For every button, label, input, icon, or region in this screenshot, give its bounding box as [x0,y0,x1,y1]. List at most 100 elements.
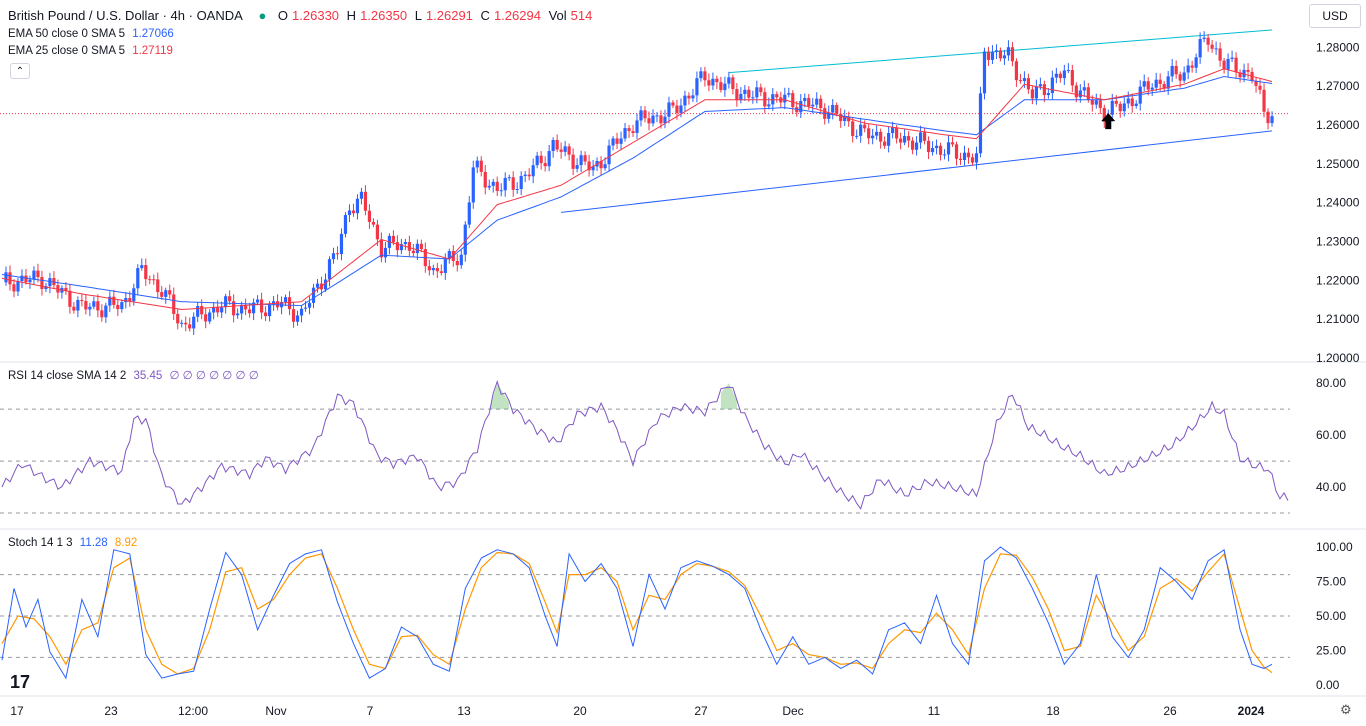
candle-body [555,140,559,150]
candle-body [895,127,899,139]
candle-body [974,153,979,163]
collapse-legend-button[interactable]: ⌃ [10,63,30,79]
candle-body [623,128,627,139]
candle-body [152,279,156,281]
candle-body [399,244,403,251]
candle-body [958,158,963,161]
candle-body [88,306,92,310]
candle-body [551,140,555,152]
candle-body [507,177,511,179]
stoch-d-value: 8.92 [114,537,138,549]
candle-body [950,142,955,145]
candle-body [367,210,372,222]
stoch-axis-label: 100.00 [1316,540,1353,554]
candle-body [100,310,104,318]
candle-body [1210,44,1214,49]
candle-body [391,235,395,243]
candle-body [1134,103,1138,106]
candle-body [635,120,639,133]
price-axis-label: 1.21000 [1316,312,1360,326]
candle-body [747,89,751,98]
candle-body [667,102,671,117]
candle-body [875,131,879,136]
candle-body [259,299,264,313]
price-axis-label: 1.28000 [1316,40,1360,54]
rsi-line [1,380,1289,510]
candle-body [16,281,20,292]
candle-body [1202,37,1206,40]
candle-body [283,297,288,303]
candle-body [807,97,811,107]
stoch-legend[interactable]: Stoch 14 1 3 11.28 8.92 [8,537,141,549]
candle-body [108,296,112,306]
candle-body [172,294,176,314]
candle-body [1030,89,1034,99]
candle-body [208,312,212,322]
candle-body [755,87,759,98]
rsi-legend[interactable]: RSI 14 close SMA 14 2 35.45 ∅ ∅ ∅ ∅ ∅ ∅ … [8,368,263,382]
candle-body [431,267,435,271]
candle-body [471,167,475,203]
candle-body [232,301,236,316]
tradingview-logo[interactable]: 17 [10,672,31,692]
candle-body [711,78,715,86]
candle-body [355,198,360,214]
candle-body [751,97,755,99]
price-axis-label: 1.20000 [1316,351,1360,365]
candle-body [1094,100,1098,105]
ema50-legend[interactable]: EMA 50 close 0 SMA 5 1.27066 [8,28,178,40]
candle-body [918,132,923,143]
candle-body [271,301,276,305]
candle-body [204,314,208,322]
candle-body [803,97,807,101]
ema25-legend[interactable]: EMA 25 close 0 SMA 5 1.27119 [8,45,177,57]
candle-body [307,302,312,308]
candle-body [339,233,344,254]
candle-body [607,145,611,165]
price-axis-label: 1.25000 [1316,157,1360,171]
candle-body [699,71,703,79]
volume-value: 514 [570,8,593,23]
candle-body [1078,90,1082,98]
candle-body [303,307,308,309]
candle-body [4,272,8,283]
candle-body [946,142,951,155]
candle-body [1186,65,1190,73]
candle-body [28,279,32,283]
candle-body [567,146,571,155]
candle-body [902,136,907,143]
candle-body [1038,84,1042,87]
candle-body [483,171,487,188]
candle-body [403,242,407,245]
candle-body [839,113,843,122]
candle-body [763,92,767,107]
candle-body [72,306,76,311]
stoch-d-line [1,551,1273,675]
currency-selector[interactable]: USD [1309,4,1361,28]
gear-icon[interactable]: ⚙ [1340,702,1352,717]
candle-body [599,160,603,169]
candle-body [1022,78,1027,82]
candle-body [687,95,691,99]
candle-body [883,141,887,146]
candle-body [675,105,679,113]
candle-body [970,157,975,163]
ohlc-readout: O 1.26330 H 1.26350 L 1.26291 C 1.26294 Vol 5… [277,8,593,23]
stoch-axis-label: 25.00 [1316,644,1346,658]
candle-body [938,145,943,155]
candle-body [323,279,328,290]
time-axis-label: 11 [928,704,941,718]
candle-body [539,155,543,164]
candle-body [443,259,447,274]
time-axis-label: 13 [457,704,471,718]
candle-body [96,301,100,311]
candle-body [527,174,531,177]
candle-body [1146,81,1150,90]
market-status-dot: ● [258,8,267,23]
candle-body [535,155,539,166]
candle-body [743,89,747,94]
candle-body [831,104,835,113]
candle-body [48,278,52,287]
candle-body [212,307,216,313]
